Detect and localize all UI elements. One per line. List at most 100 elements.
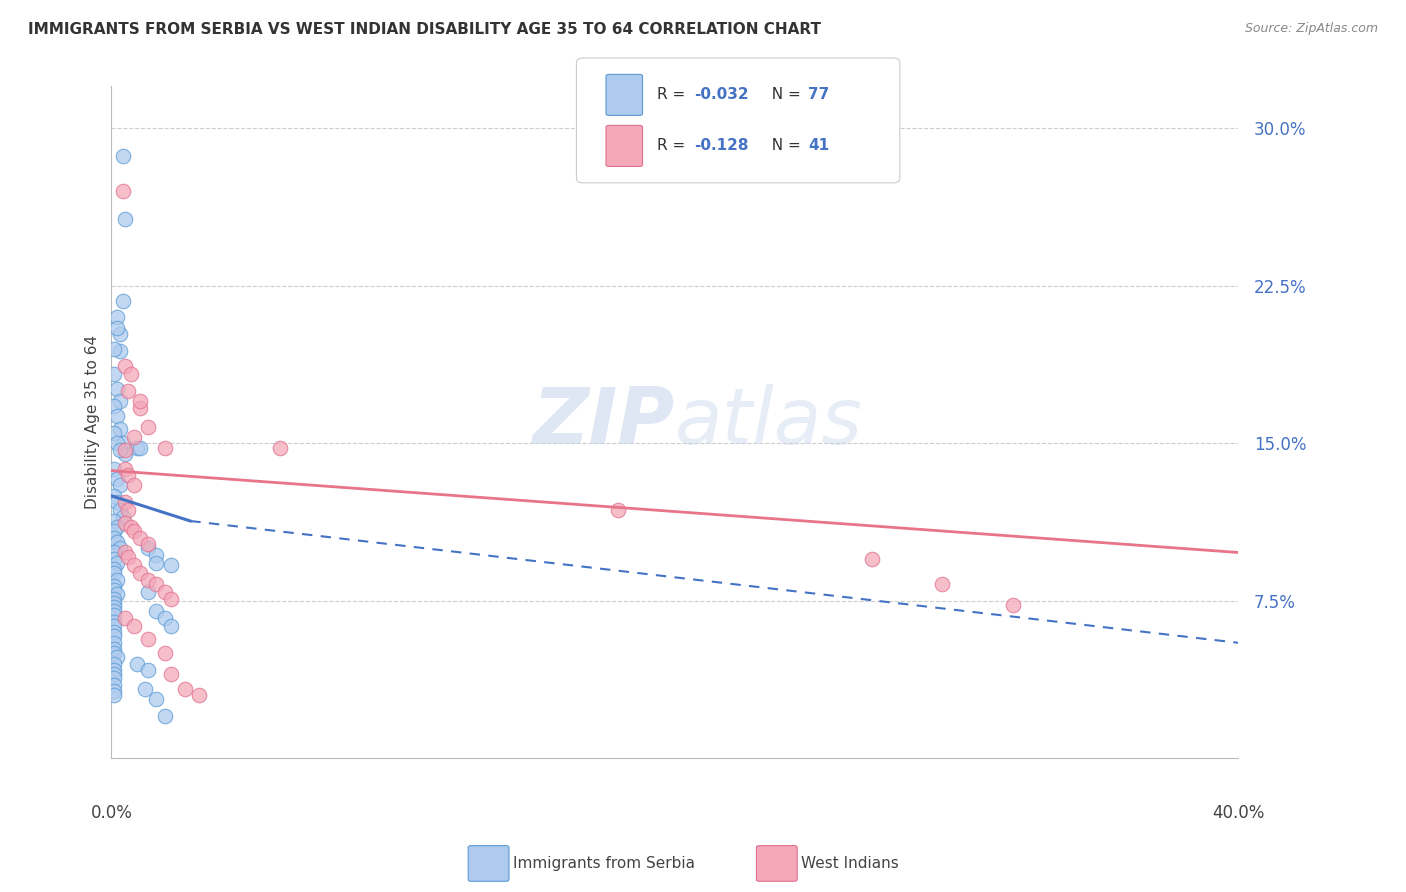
Point [114, 610, 136, 624]
Point [173, 681, 195, 696]
Text: Immigrants from Serbia: Immigrants from Serbia [513, 856, 695, 871]
Point [103, 688, 125, 702]
Text: IMMIGRANTS FROM SERBIA VS WEST INDIAN DISABILITY AGE 35 TO 64 CORRELATION CHART: IMMIGRANTS FROM SERBIA VS WEST INDIAN DI… [28, 22, 821, 37]
Point [122, 524, 145, 539]
Point [114, 442, 136, 457]
Point [128, 401, 150, 415]
Point [103, 531, 125, 545]
Point [108, 394, 131, 409]
Point [105, 310, 128, 325]
Point [103, 657, 125, 671]
Point [114, 516, 136, 530]
Text: N =: N = [762, 138, 806, 153]
Point [105, 436, 128, 450]
Point [103, 596, 125, 610]
Point [128, 441, 150, 455]
Point [607, 503, 630, 517]
Point [159, 619, 181, 633]
Point [108, 478, 131, 492]
Point [105, 573, 128, 587]
Point [269, 441, 291, 455]
Point [105, 321, 128, 335]
Point [108, 327, 131, 342]
Point [120, 520, 142, 534]
Point [103, 625, 125, 640]
Point [128, 394, 150, 409]
Point [120, 367, 142, 381]
Point [103, 684, 125, 698]
Point [103, 367, 125, 381]
Point [117, 549, 139, 564]
Point [145, 692, 167, 706]
Point [103, 566, 125, 581]
Point [103, 615, 125, 629]
Point [103, 545, 125, 559]
Point [153, 441, 176, 455]
Text: atlas: atlas [675, 384, 863, 460]
Point [111, 185, 134, 199]
Point [103, 619, 125, 633]
Point [103, 524, 125, 539]
Point [117, 503, 139, 517]
Point [860, 551, 883, 566]
Text: Source: ZipAtlas.com: Source: ZipAtlas.com [1244, 22, 1378, 36]
Point [103, 604, 125, 618]
Point [103, 583, 125, 598]
Point [159, 667, 181, 681]
Point [111, 148, 134, 162]
Text: R =: R = [657, 87, 690, 103]
Point [103, 646, 125, 660]
Point [108, 503, 131, 517]
Point [117, 467, 139, 482]
Point [128, 566, 150, 581]
Point [125, 657, 148, 671]
Point [136, 663, 159, 677]
Point [103, 562, 125, 576]
Point [105, 409, 128, 423]
Point [931, 577, 953, 591]
Text: N =: N = [762, 87, 806, 103]
Text: -0.128: -0.128 [695, 138, 749, 153]
Point [103, 663, 125, 677]
Point [103, 608, 125, 623]
Point [111, 509, 134, 524]
Point [103, 579, 125, 593]
Point [105, 472, 128, 486]
Point [128, 531, 150, 545]
Point [134, 681, 156, 696]
Point [114, 545, 136, 559]
Point [122, 478, 145, 492]
Point [111, 293, 134, 308]
Text: ZIP: ZIP [533, 384, 675, 460]
Point [103, 667, 125, 681]
Point [122, 558, 145, 573]
Point [108, 541, 131, 556]
Point [103, 600, 125, 615]
Point [159, 558, 181, 573]
Point [103, 678, 125, 692]
Point [136, 419, 159, 434]
Point [136, 632, 159, 646]
Text: 41: 41 [808, 138, 830, 153]
Y-axis label: Disability Age 35 to 64: Disability Age 35 to 64 [86, 335, 100, 509]
Point [103, 672, 125, 686]
Point [103, 514, 125, 528]
Point [108, 422, 131, 436]
Point [105, 520, 128, 534]
Point [108, 343, 131, 358]
Point [114, 211, 136, 226]
Point [153, 610, 176, 624]
Point [122, 619, 145, 633]
Point [136, 541, 159, 556]
Point [103, 551, 125, 566]
Point [136, 573, 159, 587]
Point [103, 636, 125, 650]
Text: 40.0%: 40.0% [1212, 805, 1264, 822]
Point [111, 436, 134, 450]
Point [105, 382, 128, 396]
Point [114, 359, 136, 373]
Point [125, 441, 148, 455]
Point [103, 399, 125, 413]
Point [114, 461, 136, 475]
Text: 0.0%: 0.0% [90, 805, 132, 822]
